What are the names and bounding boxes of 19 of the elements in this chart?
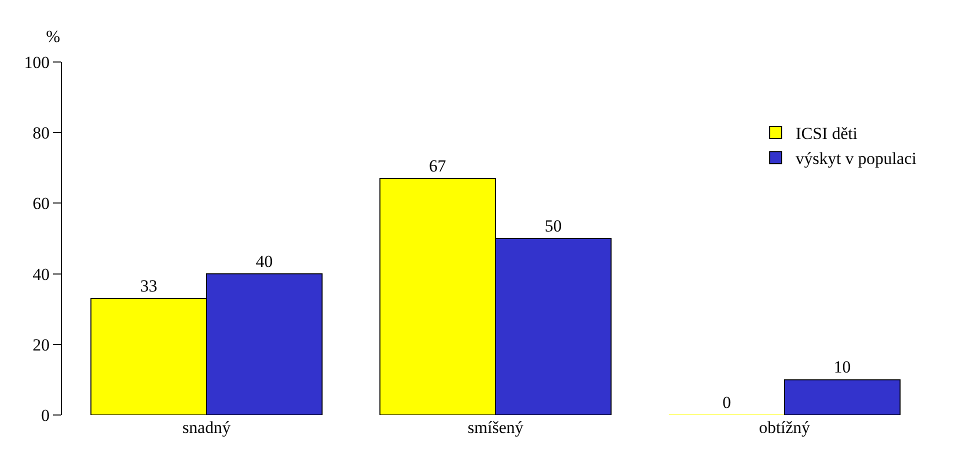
y-tick-label: 40 <box>32 264 50 284</box>
data-label: 0 <box>722 393 731 412</box>
data-label: 40 <box>256 252 273 271</box>
x-tick-label: obtížný <box>759 418 810 437</box>
y-tick-label: 0 <box>41 406 50 425</box>
x-tick-label: snadný <box>182 418 232 437</box>
x-tick-label: smíšený <box>468 418 524 437</box>
legend-label: ICSI děti <box>796 124 858 144</box>
y-axis-title: % <box>46 27 60 46</box>
data-label: 10 <box>834 358 851 377</box>
y-tick-label: 60 <box>32 194 50 214</box>
data-label: 33 <box>140 276 158 296</box>
y-tick-label: 20 <box>32 335 50 354</box>
data-label: 67 <box>428 156 446 176</box>
bar <box>784 379 901 415</box>
y-tick-label: 100 <box>24 52 50 72</box>
legend-label: výskyt v populaci <box>796 149 917 168</box>
y-tick-label: 80 <box>32 124 50 143</box>
data-label: 50 <box>544 216 562 236</box>
